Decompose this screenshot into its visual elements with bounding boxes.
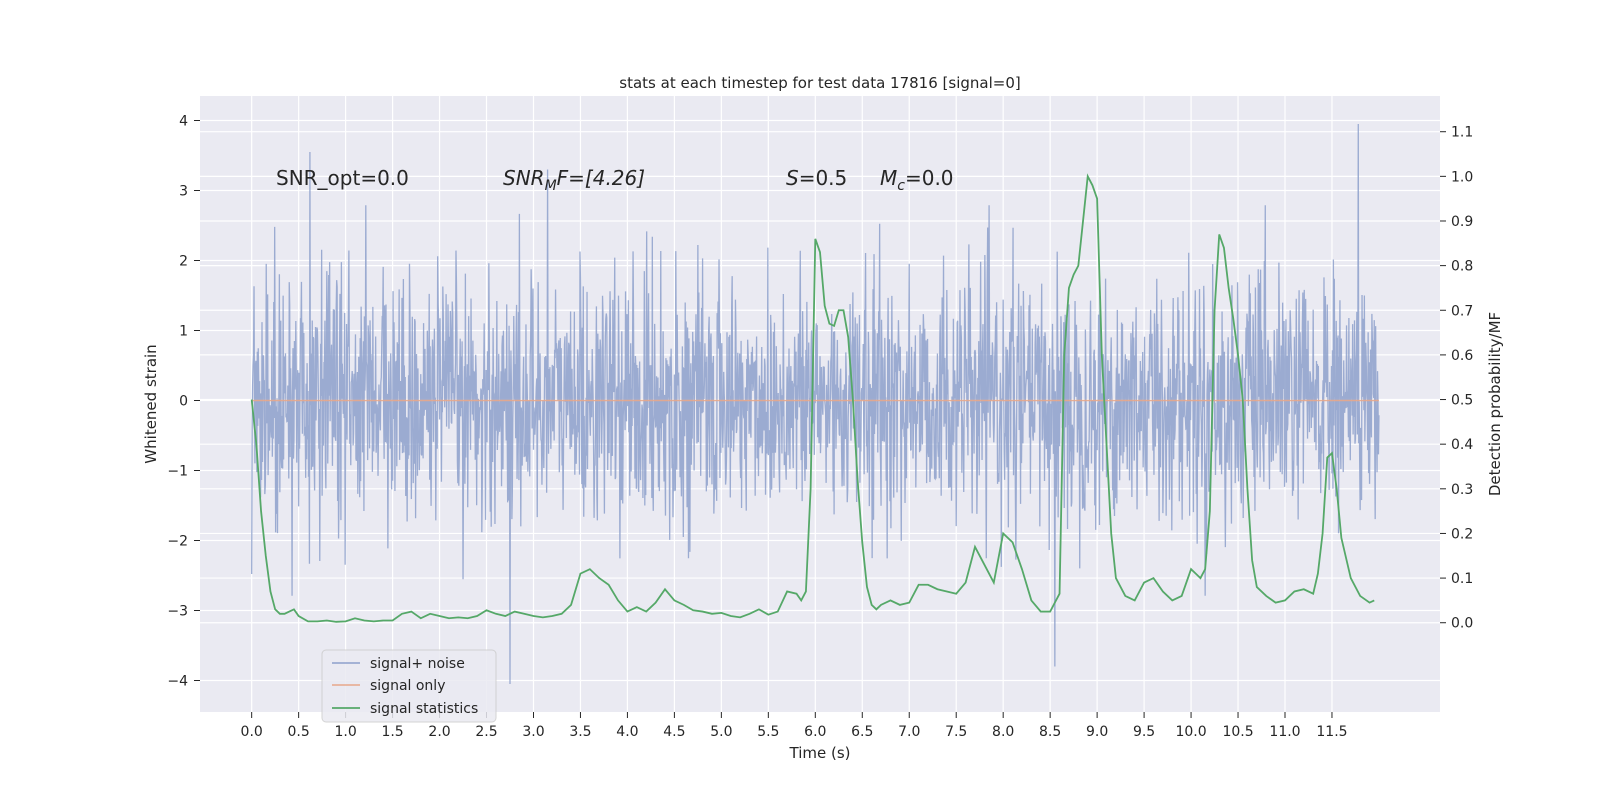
legend: signal+ noise signal only signal statist… — [321, 649, 497, 723]
legend-label-signal-only: signal only — [370, 678, 445, 694]
x-tick-label: 9.5 — [1133, 724, 1155, 740]
y-right-tick-label: 0.0 — [1451, 616, 1473, 632]
annotation-mc: Mc=0.0 — [880, 166, 954, 194]
x-tick-label: 3.5 — [569, 724, 591, 740]
x-tick-label: 7.5 — [945, 724, 967, 740]
y-right-tick-label: 1.0 — [1451, 169, 1473, 185]
y-right-tick-label: 1.1 — [1451, 125, 1473, 141]
chart-title: stats at each timestep for test data 178… — [619, 74, 1020, 92]
x-tick-label: 7.0 — [898, 724, 920, 740]
annotation-s-main: S — [786, 166, 799, 190]
x-tick-label: 0.5 — [288, 724, 310, 740]
annotation-snr-mf: SNRMF=[4.26] — [503, 166, 645, 194]
x-tick-label: 4.5 — [663, 724, 685, 740]
y-right-axis-ticks: 0.0 0.1 0.2 0.3 0.4 0.5 0.6 0.7 0.8 0.9 1.0 1.1 — [1440, 125, 1473, 632]
x-tick-label: 5.5 — [757, 724, 779, 740]
annotation-mc-sub: c — [897, 178, 905, 194]
annotation-s-rest: =0.5 — [799, 166, 848, 190]
y-tick-label: 3 — [179, 184, 188, 200]
x-tick-label: 6.5 — [851, 724, 873, 740]
x-tick-label: 2.5 — [475, 724, 497, 740]
legend-label-signal-statistics: signal statistics — [370, 701, 478, 717]
x-tick-label: 11.5 — [1316, 724, 1347, 740]
y-right-tick-label: 0.7 — [1451, 303, 1473, 319]
y-tick-label: 0 — [179, 394, 188, 410]
x-tick-label: 1.0 — [334, 724, 356, 740]
annotation-s: S=0.5 — [786, 166, 847, 190]
annotation-mc-rest: =0.0 — [905, 166, 954, 190]
x-tick-label: 4.0 — [616, 724, 638, 740]
y-tick-label: −2 — [167, 534, 188, 550]
y-right-axis-label: Detection probability/MF — [1486, 312, 1504, 496]
series-signal-statistics-line — [250, 173, 1375, 623]
annotation-snr-opt: SNR_opt=0.0 — [276, 166, 409, 190]
x-tick-label: 8.5 — [1039, 724, 1061, 740]
y-tick-label: −4 — [167, 674, 188, 690]
x-tick-label: 0.0 — [241, 724, 263, 740]
x-tick-label: 10.0 — [1175, 724, 1206, 740]
y-right-tick-label: 0.6 — [1451, 348, 1473, 364]
x-tick-label: 6.0 — [804, 724, 826, 740]
y-right-tick-label: 0.4 — [1451, 437, 1473, 453]
x-tick-label: 11.0 — [1269, 724, 1300, 740]
y-tick-label: −1 — [167, 464, 188, 480]
y-right-tick-label: 0.5 — [1451, 393, 1473, 409]
x-tick-label: 8.0 — [992, 724, 1014, 740]
legend-label-signal-plus-noise: signal+ noise — [370, 656, 465, 672]
annotation-snr-mf-rest-f: F=[4.26] — [557, 166, 645, 190]
y-right-tick-label: 0.8 — [1451, 259, 1473, 275]
y-right-tick-label: 0.9 — [1451, 214, 1473, 230]
x-tick-label: 2.0 — [428, 724, 450, 740]
y-tick-label: 4 — [179, 114, 188, 130]
y-axis-label: Whitened strain — [142, 344, 160, 463]
y-tick-label: 2 — [179, 254, 188, 270]
y-tick-label: −3 — [167, 604, 188, 620]
x-tick-label: 1.5 — [381, 724, 403, 740]
legend-box — [321, 649, 497, 723]
y-right-tick-label: 0.1 — [1451, 571, 1473, 587]
annotation-snr-mf-main: SNR — [503, 166, 545, 190]
x-tick-label: 9.0 — [1086, 724, 1108, 740]
y-axis-ticks: −4 −3 −2 −1 0 1 2 3 4 — [167, 114, 200, 690]
x-tick-label: 10.5 — [1222, 724, 1253, 740]
annotation-snr-mf-sub: M — [545, 178, 557, 194]
x-axis-ticks: 0.0 0.5 1.0 1.5 2.0 2.5 3.0 3.5 4.0 4.5 5.0 5.5 6.0 6… — [241, 712, 1348, 740]
y-right-tick-label: 0.3 — [1451, 482, 1473, 498]
x-tick-label: 3.0 — [522, 724, 544, 740]
y-right-tick-label: 0.2 — [1451, 526, 1473, 542]
annotation-mc-main: M — [880, 166, 897, 190]
y-tick-label: 1 — [179, 324, 188, 340]
series-signal-plus-noise-line — [251, 123, 1380, 685]
x-tick-label: 5.0 — [710, 724, 732, 740]
x-axis-label: Time (s) — [789, 744, 851, 762]
